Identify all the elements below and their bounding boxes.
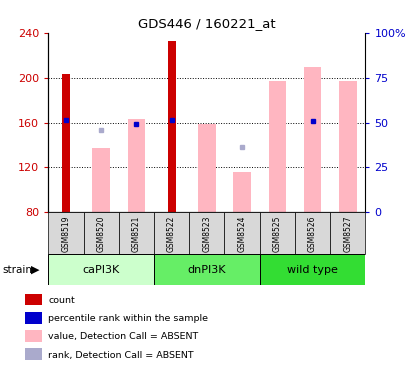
Bar — [48, 254, 154, 285]
Text: value, Detection Call = ABSENT: value, Detection Call = ABSENT — [48, 332, 198, 341]
Title: GDS446 / 160221_at: GDS446 / 160221_at — [138, 17, 276, 30]
Bar — [224, 212, 260, 254]
Bar — [304, 67, 321, 212]
Text: GSM8522: GSM8522 — [167, 215, 176, 251]
Text: dnPI3K: dnPI3K — [188, 265, 226, 275]
Text: ▶: ▶ — [31, 265, 39, 275]
Text: GSM8519: GSM8519 — [61, 215, 71, 251]
Text: GSM8525: GSM8525 — [273, 215, 282, 251]
Text: strain: strain — [2, 265, 32, 275]
Bar — [154, 212, 189, 254]
Bar — [128, 119, 145, 212]
Bar — [339, 81, 357, 212]
Bar — [62, 74, 70, 212]
Bar — [330, 212, 365, 254]
Bar — [25, 312, 42, 324]
Bar — [25, 294, 42, 305]
Bar — [168, 41, 176, 212]
Bar — [260, 212, 295, 254]
Bar — [119, 212, 154, 254]
Text: GSM8523: GSM8523 — [202, 215, 211, 251]
Bar — [92, 148, 110, 212]
Bar — [233, 172, 251, 212]
Text: count: count — [48, 296, 75, 305]
Bar — [189, 212, 224, 254]
Text: GSM8520: GSM8520 — [97, 215, 106, 251]
Bar — [295, 212, 330, 254]
Bar — [48, 212, 84, 254]
Text: percentile rank within the sample: percentile rank within the sample — [48, 314, 208, 323]
Text: GSM8526: GSM8526 — [308, 215, 317, 251]
Text: GSM8524: GSM8524 — [238, 215, 247, 251]
Bar — [198, 124, 215, 212]
Bar — [154, 254, 260, 285]
Text: rank, Detection Call = ABSENT: rank, Detection Call = ABSENT — [48, 351, 194, 359]
Bar — [84, 212, 119, 254]
Bar — [268, 81, 286, 212]
Bar — [260, 254, 365, 285]
Text: caPI3K: caPI3K — [82, 265, 120, 275]
Text: wild type: wild type — [287, 265, 338, 275]
Bar — [25, 348, 42, 360]
Text: GSM8521: GSM8521 — [132, 215, 141, 251]
Text: GSM8527: GSM8527 — [343, 215, 352, 251]
Bar — [25, 330, 42, 342]
